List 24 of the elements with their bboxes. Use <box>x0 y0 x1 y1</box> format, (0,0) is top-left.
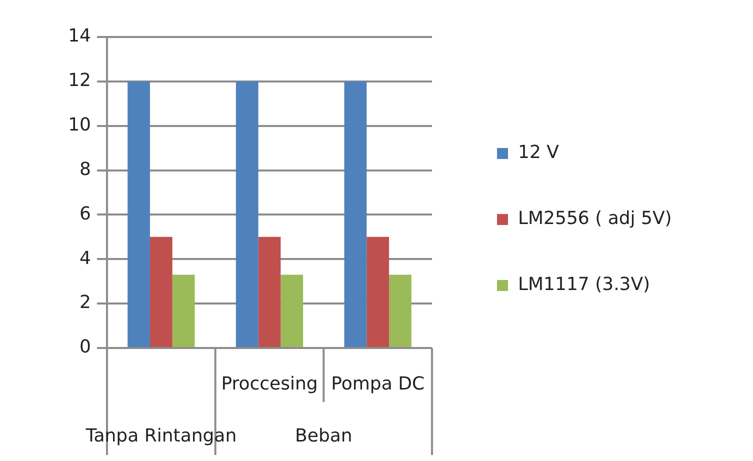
bar <box>280 274 304 347</box>
bar <box>236 81 258 347</box>
x-tick-label: Proccesing <box>221 373 318 394</box>
bar <box>172 274 195 347</box>
y-tick-label: 10 <box>68 114 91 136</box>
bar <box>258 236 281 347</box>
y-tick-label: 6 <box>80 203 91 224</box>
legend-label: LM1117 (3.3V) <box>518 273 650 297</box>
y-tick-label: 12 <box>68 70 91 92</box>
text: Tanpa Rintangan <box>84 426 237 447</box>
text: Beban <box>295 426 352 447</box>
y-tick-label: 8 <box>80 158 91 180</box>
y-tick-label: 14 <box>68 26 91 47</box>
bar <box>366 236 390 347</box>
bar <box>389 274 412 347</box>
legend-label: LM2556 ( adj 5V) <box>518 207 672 231</box>
y-tick-label: 4 <box>80 248 91 269</box>
y-tick-label: 2 <box>80 292 91 314</box>
bar <box>344 81 367 347</box>
bar <box>128 81 150 347</box>
x-tick-label: Pompa DC <box>331 373 425 394</box>
y-tick-label: 0 <box>80 336 91 358</box>
bar <box>150 236 172 347</box>
legend-label: 12 V <box>518 141 559 165</box>
